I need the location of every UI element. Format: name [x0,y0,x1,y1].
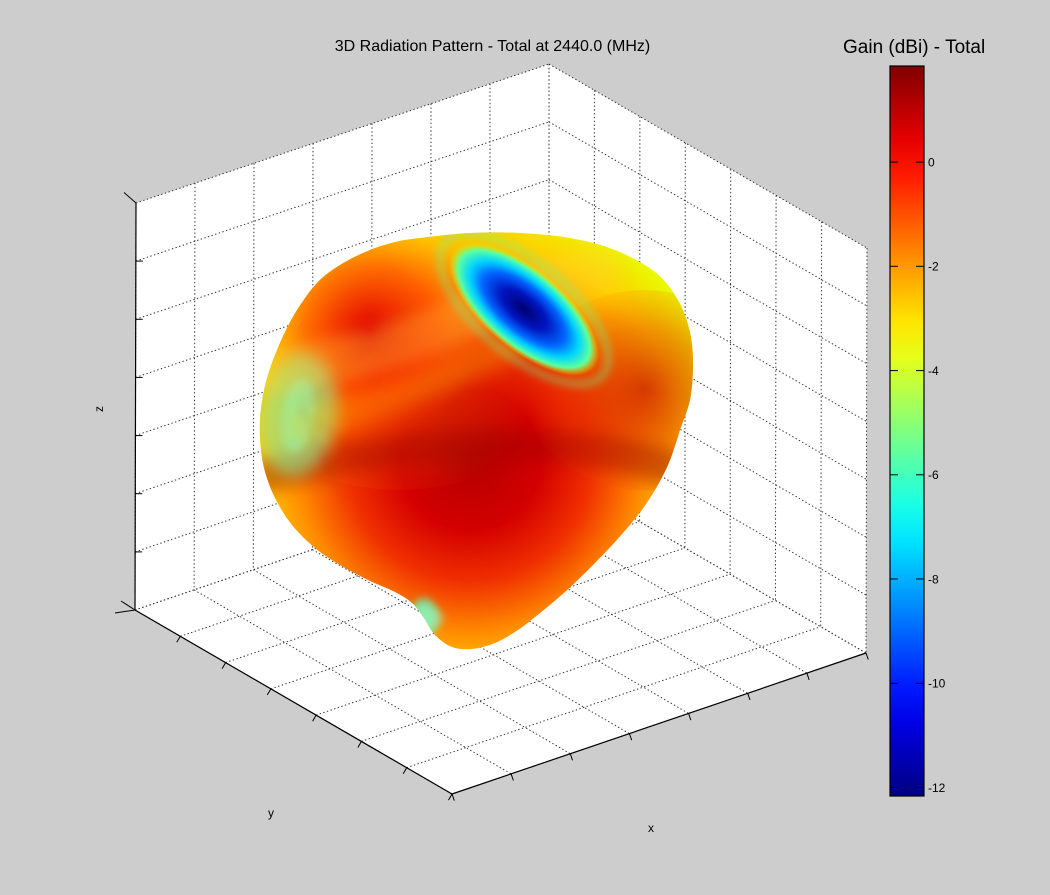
svg-text:-12: -12 [928,781,946,795]
svg-text:z: z [92,406,106,412]
svg-text:y: y [268,806,274,820]
svg-text:-8: -8 [928,572,939,586]
svg-text:-6: -6 [928,468,939,482]
svg-text:-4: -4 [928,364,939,378]
svg-text:-2: -2 [928,260,939,274]
svg-text:x: x [648,821,654,835]
svg-text:0: 0 [928,156,935,170]
svg-text:-10: -10 [928,677,946,691]
